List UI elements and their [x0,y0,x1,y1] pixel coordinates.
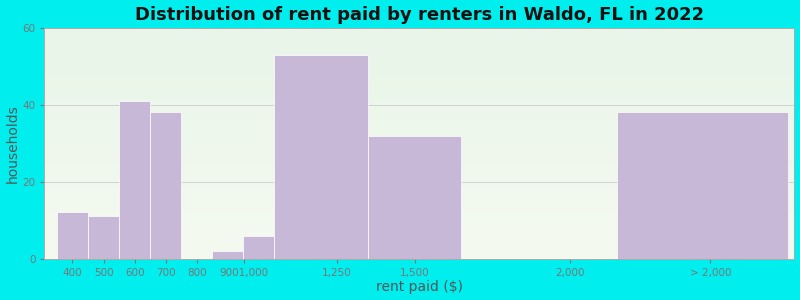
Bar [57,212,88,259]
Bar [274,55,368,259]
Bar [368,136,461,259]
Y-axis label: households: households [6,104,19,183]
X-axis label: rent paid ($): rent paid ($) [376,280,463,294]
Bar [88,216,119,259]
Title: Distribution of rent paid by renters in Waldo, FL in 2022: Distribution of rent paid by renters in … [135,6,704,24]
Bar [617,112,788,259]
Bar [150,112,181,259]
Bar [212,251,243,259]
Bar [243,236,274,259]
Bar [119,101,150,259]
